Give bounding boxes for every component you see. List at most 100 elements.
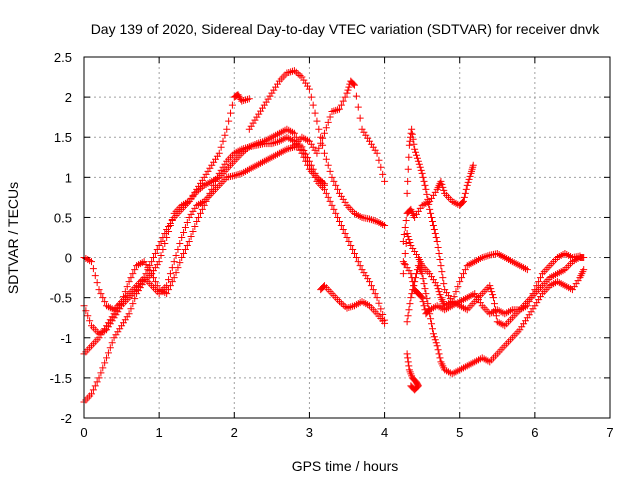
data-point	[249, 119, 257, 127]
data-point	[221, 160, 229, 168]
data-point	[189, 191, 197, 199]
data-point	[404, 312, 412, 320]
data-point	[367, 216, 375, 224]
data-point	[230, 172, 238, 180]
data-point	[319, 134, 327, 142]
data-point	[217, 166, 225, 174]
data-point	[450, 293, 458, 301]
data-point	[523, 302, 531, 310]
data-point	[232, 171, 240, 179]
data-point	[428, 213, 436, 221]
data-point	[529, 290, 537, 298]
data-point	[337, 101, 345, 109]
data-point	[358, 125, 366, 133]
data-point	[443, 289, 451, 297]
x-tick-label: 2	[231, 425, 238, 440]
data-point	[200, 201, 208, 209]
data-point	[465, 175, 473, 183]
data-point	[202, 170, 210, 178]
data-point	[170, 258, 178, 266]
data-point	[433, 238, 441, 246]
data-point	[82, 307, 90, 315]
data-point	[127, 305, 135, 313]
data-point	[536, 274, 544, 282]
data-point	[210, 181, 218, 189]
data-point	[88, 258, 96, 266]
data-point	[326, 113, 334, 121]
data-point	[307, 93, 315, 101]
data-point	[258, 104, 266, 112]
data-point	[436, 291, 444, 299]
series-arc-9	[403, 262, 588, 378]
data-point	[576, 252, 584, 260]
data-point	[426, 205, 434, 213]
data-point	[103, 354, 111, 362]
data-point	[208, 161, 216, 169]
data-point	[411, 145, 419, 153]
data-point	[150, 254, 158, 262]
data-point	[260, 101, 268, 109]
data-point	[196, 209, 204, 217]
x-tick-label: 5	[456, 425, 463, 440]
data-point	[364, 134, 372, 142]
data-point	[375, 156, 383, 164]
data-point	[123, 283, 131, 291]
data-point	[118, 298, 126, 306]
data-point	[309, 143, 317, 151]
data-point	[433, 342, 441, 350]
data-point	[187, 194, 195, 202]
data-point	[208, 185, 216, 193]
data-point	[189, 227, 197, 235]
data-point	[213, 173, 221, 181]
data-point	[351, 250, 359, 258]
data-point	[97, 290, 105, 298]
data-point	[358, 266, 366, 274]
data-point	[408, 274, 416, 282]
data-point	[466, 172, 474, 180]
data-point	[489, 291, 497, 299]
x-tick-label: 4	[381, 425, 388, 440]
data-point	[334, 213, 342, 221]
series-arc-11	[399, 161, 477, 246]
data-point	[351, 81, 359, 89]
data-point	[116, 325, 124, 333]
data-point	[461, 189, 469, 197]
data-point	[352, 254, 360, 262]
data-point	[409, 135, 417, 143]
data-point	[434, 285, 442, 293]
data-point	[150, 274, 158, 282]
data-point	[170, 274, 178, 282]
x-tick-label: 6	[531, 425, 538, 440]
data-point	[431, 336, 439, 344]
data-point	[580, 254, 588, 262]
data-point	[300, 153, 308, 161]
data-point	[379, 170, 387, 178]
data-point	[174, 246, 182, 254]
data-point	[304, 161, 312, 169]
data-point	[345, 83, 353, 91]
data-point	[381, 221, 389, 229]
data-point	[402, 216, 410, 224]
data-point	[200, 173, 208, 181]
data-point	[429, 221, 437, 229]
x-tick-label: 3	[306, 425, 313, 440]
data-point	[371, 146, 379, 154]
data-point	[405, 141, 413, 149]
data-point	[536, 293, 544, 301]
data-point	[527, 308, 535, 316]
data-point	[487, 285, 495, 293]
data-point	[302, 150, 310, 158]
data-point	[121, 316, 129, 324]
data-point	[153, 246, 161, 254]
data-point	[369, 143, 377, 151]
data-point	[343, 234, 351, 241]
data-point	[89, 386, 97, 394]
data-point	[326, 197, 334, 205]
data-point	[356, 262, 364, 270]
data-point	[290, 67, 298, 75]
data-point	[404, 232, 412, 240]
data-point	[529, 305, 537, 313]
data-point	[181, 223, 189, 231]
data-point	[191, 204, 199, 212]
data-point	[476, 299, 484, 307]
